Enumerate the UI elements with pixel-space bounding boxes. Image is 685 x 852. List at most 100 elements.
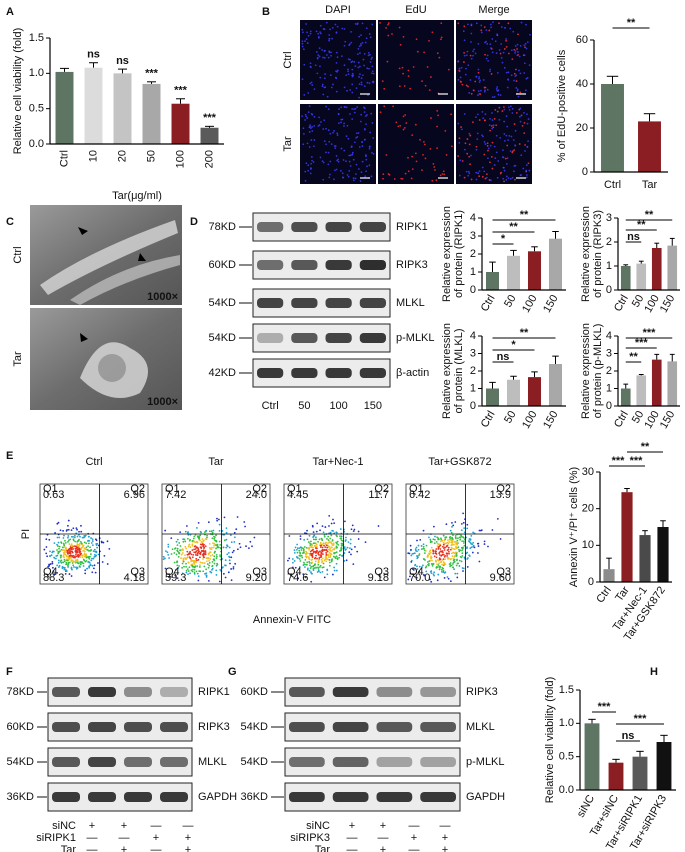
event-dot xyxy=(326,537,328,540)
event-dot xyxy=(52,550,55,553)
cell-dot xyxy=(369,53,371,56)
cell-dot xyxy=(368,33,371,35)
event-dot xyxy=(328,545,331,548)
event-dot xyxy=(451,543,454,546)
event-dot xyxy=(422,558,425,560)
event-dot xyxy=(432,538,435,541)
event-dot xyxy=(178,565,180,567)
condition-sign: — xyxy=(119,832,130,844)
cell-dot xyxy=(371,72,373,75)
event-dot xyxy=(422,573,425,576)
y-tick-label: 10 xyxy=(582,539,594,551)
event-dot xyxy=(203,552,206,555)
event-dot xyxy=(69,551,72,553)
cell-dot xyxy=(503,166,505,169)
cell-dot xyxy=(355,173,357,175)
event-dot xyxy=(213,537,216,540)
cell-dot xyxy=(487,147,490,150)
cell-dot xyxy=(325,54,328,56)
cell-dot xyxy=(340,55,343,57)
cell-dot xyxy=(387,23,389,26)
blot-band xyxy=(88,687,116,697)
cell-dot xyxy=(363,85,366,88)
x-tick-label: 150 xyxy=(541,409,561,431)
cell-dot xyxy=(363,128,366,130)
event-dot xyxy=(83,555,86,558)
event-dot xyxy=(87,535,90,538)
event-dot xyxy=(184,554,186,557)
event-dot xyxy=(332,530,335,532)
cell-dot xyxy=(320,32,322,35)
cell-dot xyxy=(368,146,371,148)
event-dot xyxy=(335,547,338,549)
event-dot xyxy=(79,556,82,558)
cell-dot xyxy=(496,33,499,36)
cell-dot xyxy=(457,122,460,125)
event-dot xyxy=(216,543,219,546)
event-dot xyxy=(57,550,60,553)
event-dot xyxy=(323,534,326,536)
cell-dot xyxy=(321,83,324,86)
cell-dot xyxy=(341,27,344,30)
event-dot xyxy=(175,540,178,543)
cell-dot xyxy=(317,125,320,127)
cell-dot xyxy=(503,180,505,183)
event-dot xyxy=(193,551,196,554)
event-dot xyxy=(63,568,66,571)
event-dot xyxy=(463,527,466,530)
event-dot xyxy=(327,542,329,544)
cell-dot xyxy=(423,143,426,146)
cell-dot xyxy=(313,88,316,91)
cell-dot xyxy=(501,61,504,64)
cell-dot xyxy=(330,86,333,89)
cell-dot xyxy=(334,147,337,150)
cell-dot xyxy=(502,106,505,108)
cell-dot xyxy=(359,120,362,123)
bar xyxy=(171,103,190,144)
event-dot xyxy=(332,518,334,521)
significance-label: ** xyxy=(641,441,650,453)
event-dot xyxy=(350,553,352,556)
cell-dot xyxy=(468,143,471,146)
event-dot xyxy=(310,546,313,549)
cell-dot xyxy=(524,46,526,49)
blot-band xyxy=(257,298,284,308)
x-tick-label: 100 xyxy=(642,409,662,431)
cell-dot xyxy=(352,177,355,180)
event-dot xyxy=(329,556,332,558)
event-dot xyxy=(211,560,214,563)
cell-dot xyxy=(511,58,514,61)
cell-dot xyxy=(488,179,491,181)
cell-dot xyxy=(345,160,347,163)
cell-dot xyxy=(493,164,496,166)
event-dot xyxy=(179,545,182,547)
event-dot xyxy=(82,549,85,552)
cell-dot xyxy=(493,145,496,148)
cell-dot xyxy=(309,127,312,130)
event-dot xyxy=(216,519,219,522)
cell-dot xyxy=(503,108,506,111)
event-dot xyxy=(57,541,60,544)
event-dot xyxy=(309,567,312,570)
event-dot xyxy=(311,549,314,552)
bar xyxy=(636,263,647,290)
condition-sign: + xyxy=(442,844,448,852)
cell-dot xyxy=(316,72,319,75)
cell-dot xyxy=(341,172,344,175)
event-dot xyxy=(205,568,208,571)
cell-dot xyxy=(493,96,496,98)
event-dot xyxy=(465,552,468,555)
cell-dot xyxy=(348,43,351,46)
cell-dot xyxy=(518,143,521,145)
cell-dot xyxy=(335,31,338,34)
cell-dot xyxy=(525,77,528,80)
cell-dot xyxy=(498,22,500,25)
event-dot xyxy=(194,559,197,562)
y-tick-label: 4 xyxy=(606,330,612,342)
cell-dot xyxy=(507,139,510,142)
y-tick-label: 2 xyxy=(470,248,476,260)
event-dot xyxy=(82,536,85,539)
event-dot xyxy=(83,559,86,562)
cell-dot xyxy=(436,147,438,150)
event-dot xyxy=(422,564,424,567)
